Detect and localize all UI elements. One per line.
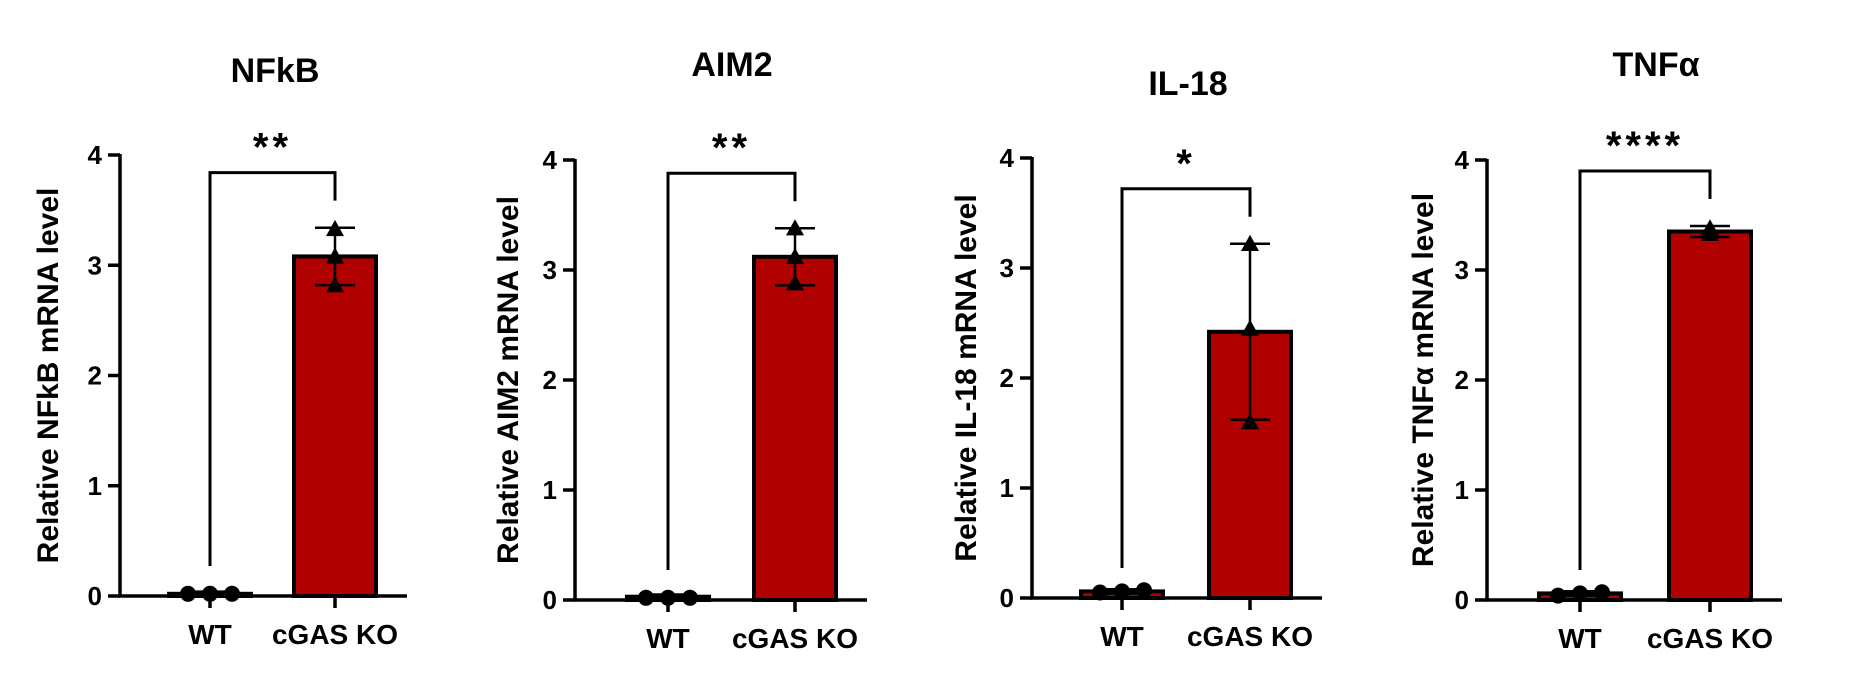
data-point <box>1701 224 1719 241</box>
data-point <box>786 274 804 291</box>
chart-panel-2: AIM2 Relative AIM2 mRNA level 0 1 2 3 4 WT cGAS … <box>492 46 867 654</box>
x-tick-label: cGAS KO <box>1647 623 1773 654</box>
y-tick-label: 3 <box>88 250 102 280</box>
y-tick-label: 3 <box>1455 255 1469 285</box>
x-tick-label: WT <box>188 619 232 650</box>
significance-label: ** <box>253 126 292 170</box>
significance-label: * <box>1176 142 1196 186</box>
data-point <box>786 247 804 264</box>
chart-title: NFkB <box>231 52 320 90</box>
y-tick-label: 3 <box>543 255 557 285</box>
y-axis-label: Relative NFkB mRNA level <box>32 188 65 564</box>
data-point <box>180 585 196 602</box>
data-point <box>1572 585 1588 602</box>
y-tick-label: 2 <box>88 361 102 391</box>
y-tick-label: 2 <box>1455 365 1469 395</box>
y-tick-label: 0 <box>1455 585 1469 615</box>
y-tick-label: 4 <box>88 140 103 170</box>
data-point <box>1136 582 1152 599</box>
x-tick-label: cGAS KO <box>272 619 398 650</box>
significance-bracket <box>666 171 797 570</box>
chart-panel-4: TNFα Relative TNFα mRNA level 0 1 2 3 4 WT cGAS … <box>1407 46 1782 654</box>
data-point <box>1114 583 1130 600</box>
data-point <box>1241 413 1259 430</box>
y-tick-label: 3 <box>1000 253 1014 283</box>
chart-title: AIM2 <box>691 46 772 84</box>
data-point <box>224 585 240 602</box>
y-axis-label: Relative AIM2 mRNA level <box>492 196 525 564</box>
significance-label: ** <box>712 126 751 170</box>
x-tick-label: cGAS KO <box>732 623 858 654</box>
y-tick-label: 0 <box>543 585 557 615</box>
chart-panel-3: IL-18 Relative IL-18 mRNA level 0 1 2 3 4 WT cGA… <box>950 65 1322 652</box>
y-axis-label: Relative TNFα mRNA level <box>1407 193 1440 567</box>
chart-panel-1: NFkB Relative NFkB mRNA level 0 1 2 3 4 WT cGAS … <box>32 52 407 650</box>
x-tick-label: WT <box>646 623 690 654</box>
y-tick-label: 4 <box>1455 145 1470 175</box>
significance-label: **** <box>1606 124 1684 168</box>
data-point <box>660 589 676 606</box>
bar-cgas-ko <box>752 254 838 602</box>
y-tick-label: 1 <box>1455 475 1469 505</box>
significance-bracket <box>208 171 337 566</box>
x-tick-label: cGAS KO <box>1187 621 1313 652</box>
data-point <box>326 219 344 237</box>
y-tick-label: 2 <box>543 365 557 395</box>
x-tick-label: WT <box>1100 621 1144 652</box>
chart-title: IL-18 <box>1148 65 1227 103</box>
data-point <box>326 247 344 264</box>
y-tick-label: 4 <box>1000 143 1015 173</box>
y-axis-label: Relative IL-18 mRNA level <box>950 194 983 561</box>
y-tick-label: 0 <box>1000 583 1014 613</box>
data-point <box>638 589 654 606</box>
data-point <box>682 589 698 606</box>
bar-cgas-ko <box>292 254 378 598</box>
data-point <box>1241 319 1259 336</box>
data-point <box>1241 234 1259 251</box>
y-tick-label: 0 <box>88 581 102 611</box>
data-point <box>786 219 804 236</box>
bar-cgas-ko <box>1667 229 1753 602</box>
y-tick-label: 1 <box>1000 473 1014 503</box>
y-tick-label: 1 <box>543 475 557 505</box>
data-point <box>326 276 344 293</box>
data-point <box>1594 584 1610 601</box>
significance-bracket <box>1120 187 1252 568</box>
data-point <box>202 585 218 602</box>
significance-bracket <box>1578 169 1712 570</box>
y-tick-label: 2 <box>1000 363 1014 393</box>
x-tick-label: WT <box>1558 623 1602 654</box>
y-tick-label: 1 <box>88 471 102 501</box>
chart-title: TNFα <box>1613 46 1700 84</box>
y-tick-label: 4 <box>543 145 558 175</box>
